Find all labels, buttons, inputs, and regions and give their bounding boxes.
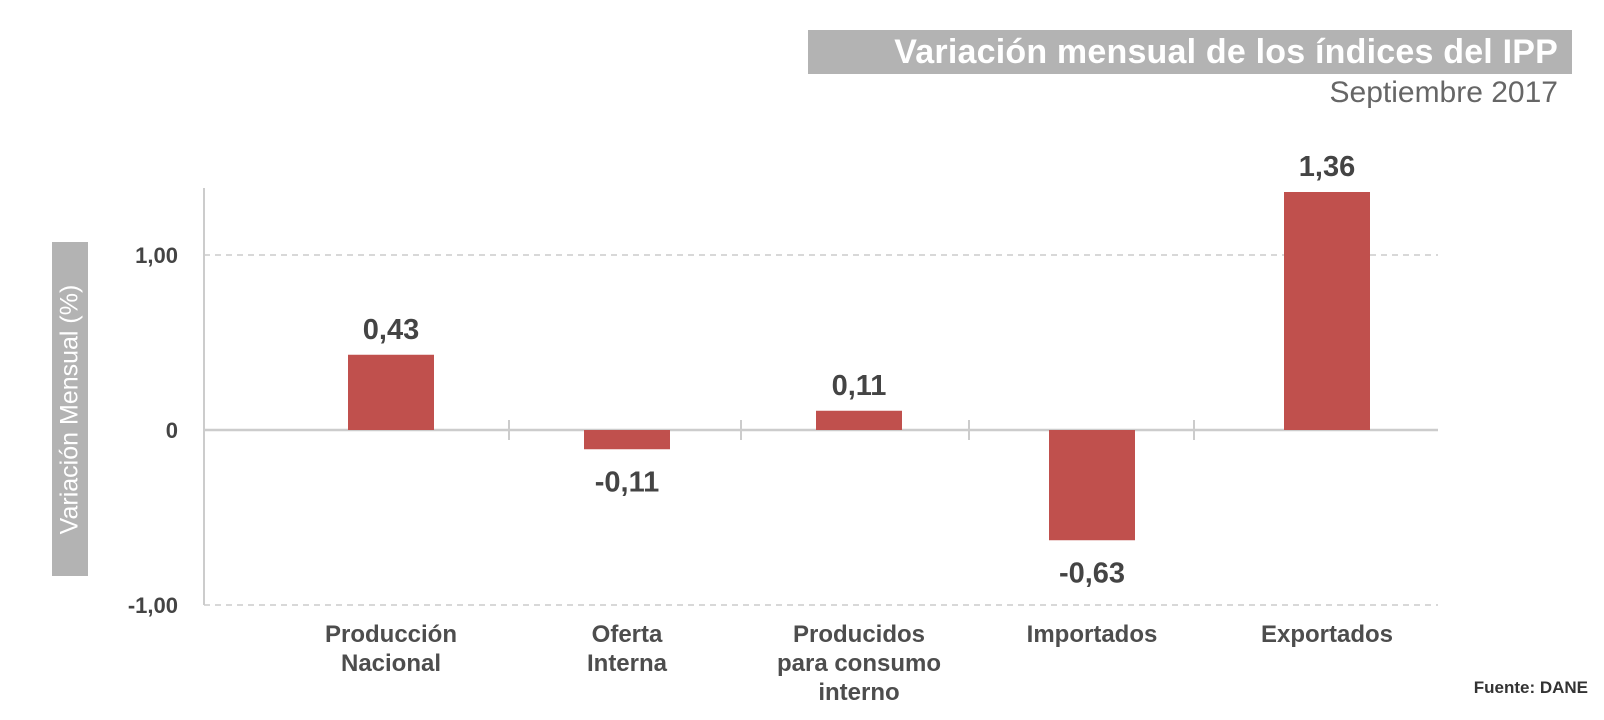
y-tick-label: 1,00 [135, 243, 178, 268]
x-tick-label: Exportados [1261, 621, 1393, 648]
y-tick-label: 0 [166, 418, 178, 443]
chart-title-text: Variación mensual de los índices del IPP [894, 32, 1558, 71]
data-label: 0,11 [832, 370, 887, 402]
bar [816, 410, 902, 430]
data-label: -0,11 [595, 466, 660, 498]
x-tick-label: Producidos para consumo interno [777, 621, 941, 706]
bar [584, 430, 670, 450]
chart-title: Variación mensual de los índices del IPP [808, 30, 1572, 74]
bar [1049, 430, 1135, 541]
y-axis-label-box: Variación Mensual (%) [52, 242, 88, 576]
data-label: 1,36 [1299, 151, 1355, 183]
source-note: Fuente: DANE [1473, 678, 1588, 697]
bar [348, 354, 434, 430]
data-label: -0,63 [1059, 557, 1125, 589]
x-tick-label: Importados [1027, 621, 1158, 648]
x-tick-label: Producción Nacional [325, 621, 457, 677]
chart-subtitle: Septiembre 2017 [1329, 76, 1559, 109]
data-label: 0,43 [363, 314, 419, 346]
y-tick-label: -1,00 [128, 593, 178, 618]
bar [1284, 192, 1370, 430]
x-tick-label: Oferta Interna [587, 621, 668, 677]
